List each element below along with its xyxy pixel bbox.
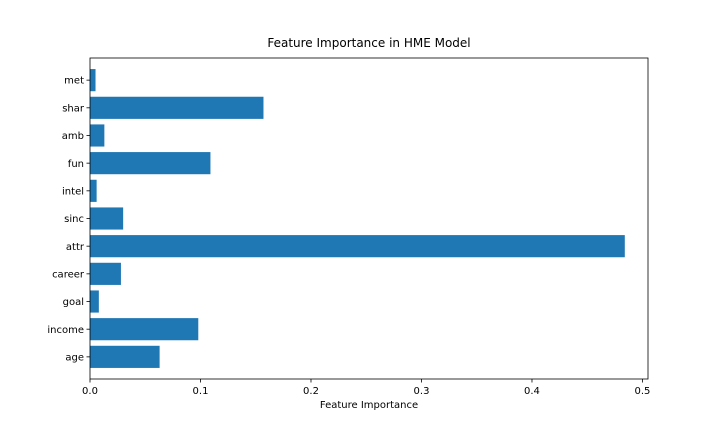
y-tick-label-sinc: sinc — [64, 214, 84, 225]
y-tick-label-income: income — [47, 325, 84, 336]
axes-layer: age income goal career attr sinc intel fun amb sh… — [47, 57, 651, 397]
bar-career — [90, 262, 121, 285]
y-tick-label-intel: intel — [62, 186, 84, 197]
bar-intel — [90, 179, 97, 202]
bar-met — [90, 69, 96, 92]
y-tick-label-attr: attr — [66, 242, 85, 253]
x-tick-label-5: 0.5 — [635, 386, 651, 397]
bar-income — [90, 318, 199, 341]
y-tick-label-career: career — [52, 269, 85, 280]
bar-fun — [90, 152, 211, 175]
y-tick-label-age: age — [65, 352, 84, 363]
x-tick-label-4: 0.4 — [524, 386, 540, 397]
bar-shar — [90, 96, 264, 119]
x-tick-label-3: 0.3 — [414, 386, 430, 397]
bar-sinc — [90, 207, 124, 230]
y-tick-label-met: met — [64, 76, 84, 87]
bars-layer — [90, 69, 625, 368]
x-tick-label-1: 0.1 — [193, 386, 209, 397]
y-tick-label-shar: shar — [62, 103, 85, 114]
bar-goal — [90, 290, 99, 313]
x-axis-title: Feature Importance — [320, 400, 418, 411]
chart-title: Feature Importance in HME Model — [267, 36, 470, 50]
bar-attr — [90, 235, 625, 258]
bar-amb — [90, 124, 105, 147]
bar-age — [90, 345, 160, 368]
y-tick-label-goal: goal — [63, 297, 84, 308]
y-tick-label-fun: fun — [68, 159, 84, 170]
x-tick-label-2: 0.2 — [303, 386, 319, 397]
x-tick-label-0: 0.0 — [82, 386, 98, 397]
y-tick-label-amb: amb — [62, 131, 84, 142]
